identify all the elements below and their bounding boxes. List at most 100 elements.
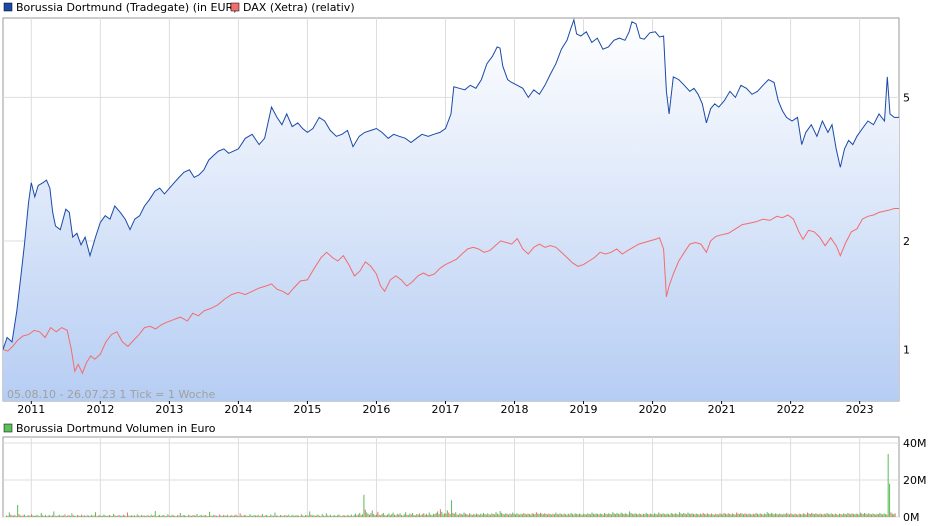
volume-bar bbox=[730, 514, 732, 517]
volume-bar bbox=[285, 515, 287, 517]
volume-bar bbox=[327, 515, 329, 517]
volume-bar bbox=[442, 514, 444, 517]
volume-bar bbox=[195, 515, 197, 517]
volume-bar bbox=[758, 514, 760, 517]
volume-bar bbox=[293, 515, 295, 517]
volume-bar bbox=[615, 514, 617, 517]
legend-swatch-borussia bbox=[3, 2, 13, 12]
volume-bar bbox=[823, 513, 825, 517]
volume-bar bbox=[33, 515, 35, 517]
volume-bar bbox=[812, 513, 814, 517]
volume-bar bbox=[487, 513, 489, 517]
volume-bar bbox=[780, 514, 782, 517]
volume-bar bbox=[633, 514, 635, 517]
volume-bar bbox=[409, 513, 411, 517]
volume-bar bbox=[673, 514, 675, 517]
volume-bar bbox=[546, 514, 548, 517]
volume-bar bbox=[154, 511, 156, 517]
volume-bar bbox=[377, 511, 379, 517]
volume-bar bbox=[850, 514, 852, 517]
volume-bar bbox=[559, 513, 561, 517]
volume-bar bbox=[336, 515, 339, 517]
volume-bar bbox=[762, 514, 764, 517]
x-tick-label: 2019 bbox=[570, 403, 598, 416]
volume-bar bbox=[338, 514, 340, 517]
volume-bar bbox=[252, 515, 254, 517]
legend-label-borussia: Borussia Dortmund (Tradegate) (in EUR) bbox=[16, 1, 237, 14]
volume-bar bbox=[669, 514, 671, 517]
volume-bar bbox=[864, 512, 866, 517]
volume-bar bbox=[548, 513, 550, 517]
volume-bar bbox=[530, 514, 532, 517]
volume-bar bbox=[569, 514, 571, 517]
volume-bar bbox=[843, 513, 845, 517]
volume-bar bbox=[328, 515, 330, 517]
volume-bar bbox=[562, 514, 564, 517]
volume-bar bbox=[295, 515, 297, 517]
volume-bar bbox=[108, 514, 110, 517]
volume-bar bbox=[214, 515, 216, 517]
volume-bar bbox=[877, 514, 879, 517]
volume-bar bbox=[431, 515, 433, 517]
volume-bar bbox=[362, 514, 364, 517]
volume-bar bbox=[353, 514, 355, 517]
volume-bar bbox=[857, 514, 859, 517]
volume-bar bbox=[6, 515, 8, 517]
volume-bar bbox=[460, 514, 462, 517]
volume-bar bbox=[125, 516, 127, 517]
volume-bar bbox=[288, 514, 290, 517]
volume-bar bbox=[545, 513, 547, 517]
volume-bar bbox=[516, 513, 518, 517]
volume-bar bbox=[178, 515, 180, 517]
volume-bar bbox=[402, 515, 404, 517]
volume-bar bbox=[213, 514, 215, 517]
volume-bar bbox=[110, 515, 112, 517]
volume-bar bbox=[701, 514, 703, 517]
volume-bar bbox=[296, 515, 298, 517]
volume-bar bbox=[22, 515, 24, 517]
volume-bar bbox=[95, 512, 97, 517]
volume-bar bbox=[44, 514, 46, 517]
volume-bar bbox=[378, 514, 380, 517]
volume-bar bbox=[420, 515, 422, 517]
volume-bar bbox=[455, 512, 457, 517]
volume-bar bbox=[827, 513, 829, 517]
volume-bar bbox=[281, 515, 283, 517]
volume-bar bbox=[385, 515, 387, 517]
volume-bar bbox=[499, 511, 501, 517]
volume-bar bbox=[228, 516, 230, 517]
volume-bar bbox=[453, 513, 455, 517]
volume-bar bbox=[640, 514, 642, 517]
volume-bar bbox=[560, 514, 562, 517]
volume-bar bbox=[275, 515, 277, 517]
volume-bar bbox=[854, 514, 856, 517]
volume-bar bbox=[826, 512, 828, 517]
y-tick-label: 1 bbox=[903, 344, 910, 357]
legend-label-dax: DAX (Xetra) (relativ) bbox=[243, 1, 355, 14]
volume-bar bbox=[847, 512, 849, 517]
volume-bar bbox=[855, 513, 857, 517]
volume-bar bbox=[801, 514, 803, 517]
volume-bar bbox=[514, 514, 517, 517]
volume-bar bbox=[111, 515, 113, 517]
volume-bar bbox=[624, 513, 626, 517]
volume-bar bbox=[617, 513, 619, 517]
volume-bar bbox=[533, 513, 535, 517]
volume-bar bbox=[150, 514, 152, 517]
series-line-borussia bbox=[3, 18, 899, 350]
volume-bar bbox=[12, 515, 14, 517]
volume-bar bbox=[163, 515, 165, 517]
volume-bar bbox=[182, 514, 184, 517]
volume-bar bbox=[10, 514, 12, 517]
volume-bar bbox=[591, 512, 593, 517]
volume-bar bbox=[538, 514, 540, 517]
volume-bar bbox=[82, 515, 84, 517]
volume-bar bbox=[299, 516, 301, 517]
volume-bar bbox=[798, 513, 800, 517]
x-tick-label: 2020 bbox=[639, 403, 667, 416]
volume-bar bbox=[174, 515, 176, 517]
volume-bar bbox=[253, 515, 255, 517]
x-tick-label: 2023 bbox=[846, 403, 874, 416]
volume-bar bbox=[254, 515, 256, 517]
volume-bar bbox=[370, 513, 372, 517]
